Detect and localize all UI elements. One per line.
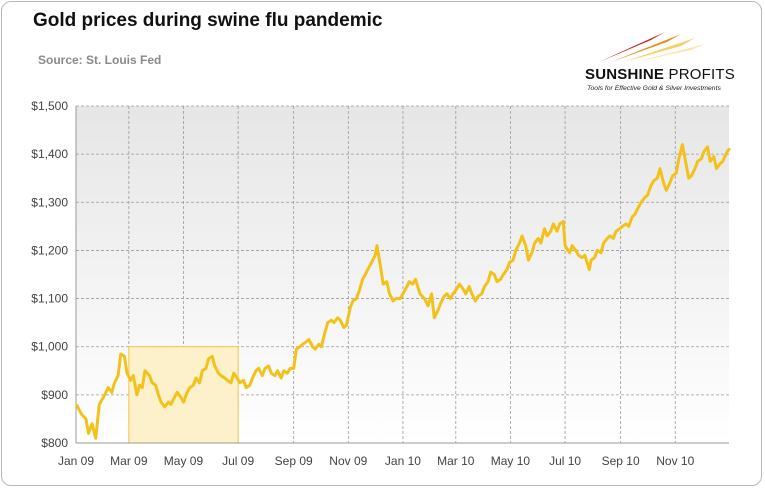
x-tick-label: Nov 10 [656, 454, 694, 468]
highlight-region [128, 346, 239, 444]
x-axis-ticks: Jan 09 Mar 09 May 09 Jul 09 Sep 09 Nov 09 Jan … [58, 454, 695, 468]
x-tick-label: Jul 09 [222, 454, 254, 468]
chart-title: Gold prices during swine flu pandemic [33, 10, 383, 31]
x-tick-label: Sep 09 [275, 454, 313, 468]
x-tick-label: May 10 [491, 454, 531, 468]
logo-name-bold: SUNSHINE [585, 66, 665, 83]
y-tick-label: $800 [41, 436, 68, 450]
y-tick-label: $1,200 [31, 243, 68, 257]
logo-tagline: Tools for Effective Gold & Silver Invest… [587, 85, 721, 92]
sunshine-profits-logo: SUNSHINE PROFITS Tools for Effective Gol… [585, 26, 745, 98]
chart-source: Source: St. Louis Fed [38, 53, 162, 67]
x-tick-label: Mar 10 [437, 454, 475, 468]
x-tick-label: Jan 09 [58, 454, 94, 468]
y-tick-label: $1,000 [31, 340, 68, 354]
x-tick-label: Mar 09 [110, 454, 148, 468]
x-tick-label: Nov 09 [329, 454, 367, 468]
x-tick-label: Jan 10 [385, 454, 421, 468]
y-tick-label: $1,500 [31, 99, 68, 113]
y-tick-label: $1,300 [31, 195, 68, 209]
y-tick-label: $1,400 [31, 147, 68, 161]
x-tick-label: Jul 10 [549, 454, 581, 468]
x-tick-label: Sep 10 [602, 454, 640, 468]
sun-rays-icon [599, 32, 705, 62]
logo-name: SUNSHINE PROFITS [585, 66, 735, 83]
y-tick-label: $900 [41, 388, 68, 402]
x-tick-label: May 09 [164, 454, 204, 468]
axes [75, 106, 729, 444]
y-axis-ticks: $800 $900 $1,000 $1,100 $1,200 $1,300 $1,400 $1… [31, 99, 68, 450]
gold-price-line [75, 143, 731, 440]
logo-name-light: PROFITS [664, 66, 735, 83]
y-tick-label: $1,100 [31, 292, 68, 306]
